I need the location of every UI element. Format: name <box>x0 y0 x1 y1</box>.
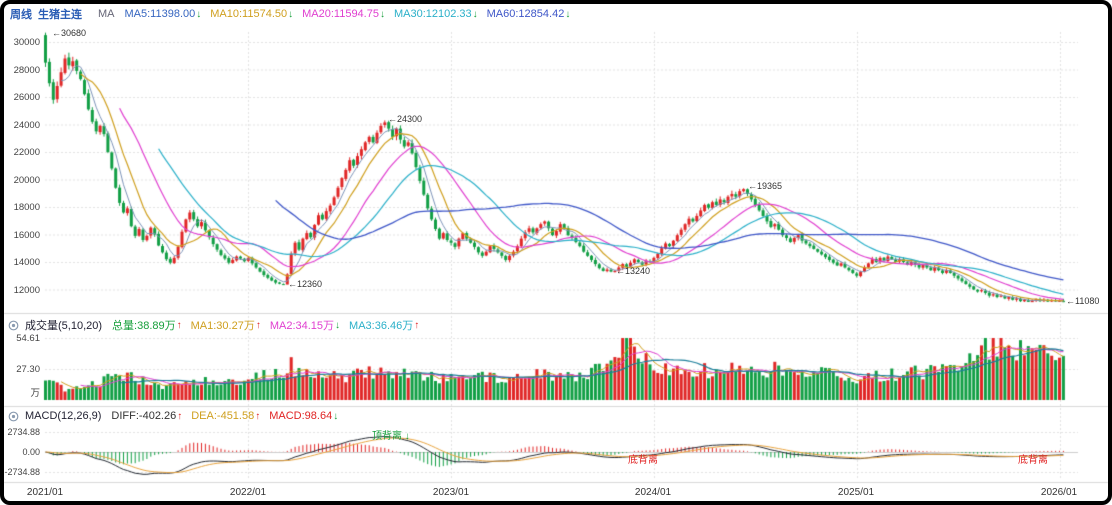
volume-ma3-arrow-icon: ↑ <box>414 319 420 331</box>
price-axis-tick: 12000 <box>13 285 40 296</box>
volume-axis-tick: 54.61 <box>16 333 40 344</box>
price-axis-tick: 20000 <box>13 175 40 186</box>
volume-header: 成交量(5,10,20) 总量:38.89万 ↑ MA1:30.27万 ↑ MA… <box>8 317 428 333</box>
macd-header: MACD(12,26,9) DIFF:-402.26 ↑ DEA:-451.58… <box>8 410 347 422</box>
x-axis-tick: 2025/01 <box>837 487 875 498</box>
volume-ma2-value: MA2:34.15万 <box>269 320 335 332</box>
volume-ma1-value: MA1:30.27万 <box>190 320 255 332</box>
x-axis-tick: 2021/01 <box>26 487 64 498</box>
divergence-annotation-bottom: 底背离 <box>1018 455 1048 466</box>
volume-ma2-arrow-icon: ↓ <box>335 319 341 331</box>
macd-diff-arrow-icon: ↑ <box>177 410 183 422</box>
volume-total-arrow-icon: ↑ <box>176 319 182 331</box>
price-axis-tick: 16000 <box>13 230 40 241</box>
x-axis-tick: 2022/01 <box>229 487 267 498</box>
ma10-trend-arrow-icon: ↓ <box>288 8 294 20</box>
ma5-value: MA5:11398.00 <box>124 8 196 20</box>
volume-axis-tick: 27.30 <box>16 364 40 375</box>
price-axis-tick: 14000 <box>13 257 40 268</box>
macd-indicator-toggle-icon[interactable] <box>8 411 19 422</box>
price-annotation: ←13240 <box>616 266 651 276</box>
price-header: 周线 生猪主连 MA MA5:11398.00 ↓ MA10:11574.50 … <box>10 6 579 22</box>
price-axis-tick: 24000 <box>13 120 40 131</box>
price-axis-tick: 30000 <box>13 37 40 48</box>
price-axis-tick: 28000 <box>13 65 40 76</box>
ma30-value: MA30:12102.33 <box>393 8 472 20</box>
price-axis-tick: 26000 <box>13 92 40 103</box>
volume-ma3-value: MA3:36.46万 <box>349 320 414 332</box>
macd-axis-tick: 0.00 <box>22 447 40 457</box>
timeframe-label[interactable]: 周线 <box>10 9 32 21</box>
price-annotation: ←24300 <box>388 114 423 124</box>
volume-ma1-arrow-icon: ↑ <box>255 319 261 331</box>
macd-indicator-title[interactable]: MACD(12,26,9) <box>25 410 102 422</box>
price-axis-tick: 22000 <box>13 147 40 158</box>
volume-total: 总量:38.89万 <box>112 320 176 332</box>
ma20-value: MA20:11594.75 <box>302 8 379 20</box>
price-annotation: ←12360 <box>288 279 323 289</box>
macd-axis-tick: -2734.88 <box>4 467 40 477</box>
volume-axis-unit: 万 <box>30 388 40 399</box>
x-axis-tick: 2026/01 <box>1040 487 1078 498</box>
x-axis-tick: 2023/01 <box>432 487 470 498</box>
divergence-annotation-bottom: 底背离 <box>628 455 658 466</box>
ma30-trend-arrow-icon: ↓ <box>472 8 478 20</box>
macd-dea-arrow-icon: ↑ <box>255 410 261 422</box>
macd-dea-value: DEA:-451.58 <box>191 410 255 422</box>
ma5-trend-arrow-icon: ↓ <box>196 8 202 20</box>
ma10-value: MA10:11574.50 <box>210 8 288 20</box>
macd-hist-arrow-icon: ↓ <box>333 410 339 422</box>
macd-hist-value: MACD:98.64 <box>269 410 333 422</box>
divergence-annotation-top: 顶背离 ↓ <box>372 431 410 442</box>
macd-diff-value: DIFF:-402.26 <box>111 410 177 422</box>
ma60-value: MA60:12854.42 <box>486 8 565 20</box>
macd-axis-tick: 2734.88 <box>7 427 40 437</box>
x-axis-tick: 2024/01 <box>634 487 672 498</box>
volume-indicator-toggle-icon[interactable] <box>8 320 19 331</box>
price-annotation: ←11080 <box>1066 296 1100 306</box>
instrument-name[interactable]: 生猪主连 <box>38 9 82 21</box>
ma20-trend-arrow-icon: ↓ <box>379 8 385 20</box>
price-annotation: ←19365 <box>748 181 783 191</box>
price-axis-tick: 18000 <box>13 202 40 213</box>
ma60-trend-arrow-icon: ↓ <box>565 8 571 20</box>
volume-indicator-title[interactable]: 成交量(5,10,20) <box>25 320 103 332</box>
ma-group-label: MA <box>98 8 115 20</box>
price-annotation: ←30680 <box>52 28 87 38</box>
